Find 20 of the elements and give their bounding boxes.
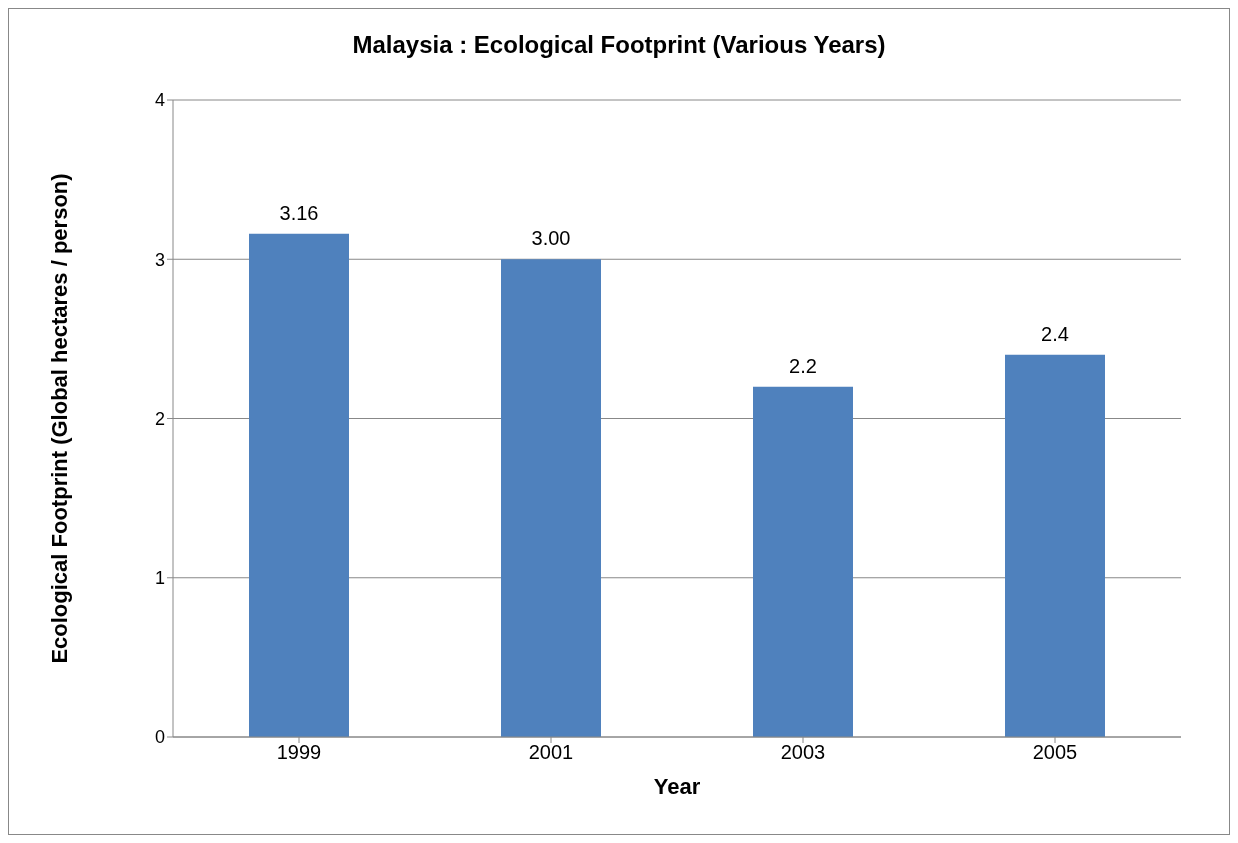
bar: [753, 386, 853, 737]
y-tick-label: 1: [154, 568, 165, 589]
bar: [501, 259, 601, 737]
bar: [1005, 354, 1105, 737]
y-tick-label: 3: [154, 249, 165, 270]
x-tick-label: 2003: [780, 741, 826, 764]
x-tick-label: 1999: [276, 741, 322, 764]
x-tick-label: 2001: [528, 741, 574, 764]
data-label: 3.16: [279, 201, 319, 224]
y-axis-title: Ecological Footprint (Global hectares / person): [46, 173, 72, 664]
bar: [249, 233, 349, 737]
y-tick-label: 2: [154, 408, 165, 429]
chart-title: Malaysia : Ecological Footprint (Various Years): [351, 31, 887, 59]
x-tick-label: 2005: [1032, 741, 1078, 764]
data-label: 3.00: [531, 227, 571, 250]
y-tick-label: 0: [154, 727, 165, 748]
x-axis-title: Year: [653, 774, 701, 799]
y-tick-label: 4: [154, 90, 165, 111]
data-label: 2.2: [789, 354, 817, 377]
data-label: 2.4: [1041, 322, 1069, 345]
